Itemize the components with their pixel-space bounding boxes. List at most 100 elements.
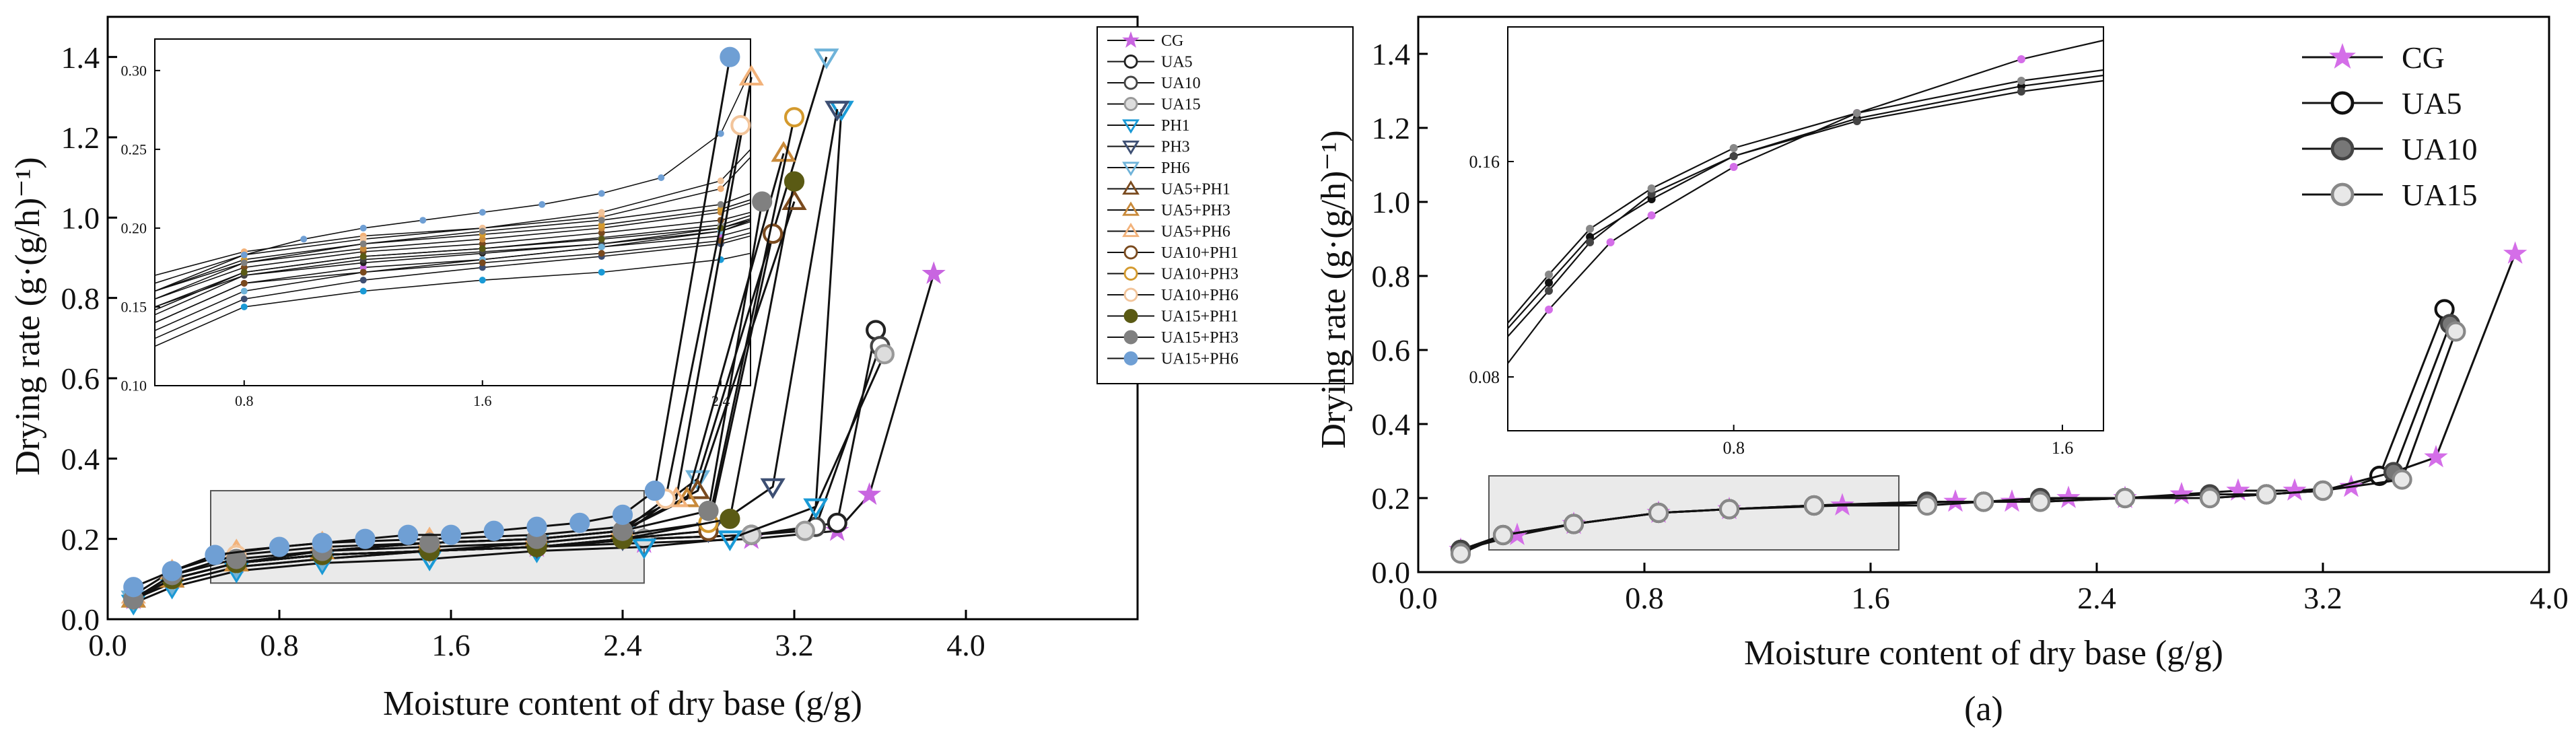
left-point-ua15-ph6 xyxy=(612,504,633,525)
right-y-axis-label: Drying rate (g·(g/h)⁻¹) xyxy=(1315,130,1353,448)
left-legend-marker-ua15-ph1 xyxy=(1123,309,1138,323)
right-y-tick-label: 1.4 xyxy=(1372,37,1411,71)
right-point-ua15 xyxy=(1973,491,1994,512)
left-legend-item-ua15-ph3: UA15+PH3 xyxy=(1107,329,1239,347)
left-y-axis-label: Drying rate (g·(g/h)⁻¹) xyxy=(9,157,47,475)
left-series-ua15-ph6 xyxy=(123,46,740,598)
left-legend-label: PH1 xyxy=(1161,117,1190,135)
left-point-ph6 xyxy=(814,48,839,69)
left-inset-point-ua15-ph6 xyxy=(598,190,605,197)
left-legend: CG UA5 UA10 UA15 PH1 PH3 PH6 UA5+PH1 UA5+PH3 UA5+… xyxy=(1096,26,1354,384)
right-inset-point-cg xyxy=(1545,306,1554,314)
left-legend-label: UA10+PH1 xyxy=(1161,244,1239,262)
right-inset-point-ua10 xyxy=(1586,238,1595,246)
right-point-ua15 xyxy=(1648,502,1669,524)
right-legend-marker-cg xyxy=(2329,43,2356,69)
left-legend-item-ua15: UA15 xyxy=(1107,96,1201,114)
left-point-ua15-ph3 xyxy=(226,549,247,569)
left-inset-point-ua5-ph3 xyxy=(479,236,486,243)
right-x-tick-label: 4.0 xyxy=(2530,581,2569,615)
right-y-tick-label: 0.0 xyxy=(1372,555,1411,590)
left-point-ua5 xyxy=(827,512,847,533)
right-point-cg xyxy=(2169,482,2194,505)
left-inset-point-ph3 xyxy=(479,264,486,271)
left-inset-point-ua15-ph6 xyxy=(538,201,546,208)
right-point-cg xyxy=(2056,485,2081,508)
left-point-ph1 xyxy=(631,538,657,559)
left-inset-point-ua10-ph3 xyxy=(598,221,605,229)
left-legend-marker-ua15-ph3 xyxy=(1123,330,1138,345)
right-x-tick-label: 1.6 xyxy=(1851,581,1890,615)
left-legend-label: UA5+PH6 xyxy=(1161,223,1230,241)
left-inset-point-ph1 xyxy=(479,277,486,284)
right-x-tick-label: 0.0 xyxy=(1399,581,1438,615)
left-x-tick-label: 3.2 xyxy=(775,628,814,662)
left-inset-point-ph6 xyxy=(240,287,248,295)
left-point-ua15-ph6 xyxy=(644,480,665,501)
left-legend-label: UA15+PH3 xyxy=(1161,329,1239,347)
right-inset-point-ua15 xyxy=(1545,271,1554,279)
left-inset-point-ua15-ph1 xyxy=(479,245,486,252)
right-legend-label: UA5 xyxy=(2402,86,2462,120)
left-point-ua15 xyxy=(794,520,816,541)
left-legend-marker-ua10-ph1 xyxy=(1123,245,1138,260)
right-inset-chart: 0.8 1.6 0.08 0.16 xyxy=(1469,26,2104,458)
left-chart: 0.8 1.6 2.4 0.10 0.15 0.20 0.25 0.30 CG UA5 UA10 U… xyxy=(9,15,1354,723)
right-y-tick-label: 1.0 xyxy=(1372,185,1411,219)
left-inset-point-ua5-ph1 xyxy=(479,240,486,248)
left-legend-label: UA5+PH3 xyxy=(1161,202,1230,219)
left-inset-point-ua10-ph1 xyxy=(240,279,248,287)
left-inset-point-ph3 xyxy=(359,277,367,284)
left-inset-point-ua15-ph6 xyxy=(658,174,665,181)
right-inset-series-ua15 xyxy=(1507,69,2104,324)
left-legend-marker-ua15 xyxy=(1123,97,1138,111)
right-legend-label: CG xyxy=(2402,40,2445,75)
left-inset-point-ua5-ph6 xyxy=(717,185,724,192)
right-point-ua15 xyxy=(2445,321,2466,342)
left-legend-marker-ua10 xyxy=(1123,75,1138,90)
left-legend-marker-ph6 xyxy=(1122,162,1140,176)
right-point-ua15 xyxy=(2199,487,2221,509)
right-series-ua15 xyxy=(1450,321,2466,564)
left-legend-marker-ua5 xyxy=(1123,55,1138,69)
left-inset-y-tick-label: 0.15 xyxy=(121,299,147,316)
left-legend-label: PH3 xyxy=(1161,139,1190,156)
left-legend-item-ua10-ph1: UA10+PH1 xyxy=(1107,244,1239,262)
right-y-tick-label: 0.8 xyxy=(1372,259,1411,293)
left-legend-item-ua5-ph6: UA5+PH6 xyxy=(1107,222,1230,241)
right-x-tick-label: 0.8 xyxy=(1625,581,1664,615)
left-point-ua15-ph3 xyxy=(419,532,440,553)
left-legend-label: UA15+PH6 xyxy=(1161,351,1239,368)
left-inset-point-ph3 xyxy=(240,295,248,303)
left-point-ua5-ph1 xyxy=(781,189,807,210)
left-inset-chart: 0.8 1.6 2.40.100.150.200.250.30 xyxy=(121,38,751,409)
left-y-tick-label: 0.6 xyxy=(61,361,100,396)
left-inset-point-ua5-ph3 xyxy=(359,245,367,252)
right-inset-point-cg xyxy=(2017,55,2025,63)
right-point-cg xyxy=(2283,478,2307,501)
right-inset-series-line-ua5 xyxy=(1507,74,2104,329)
right-legend-label: UA10 xyxy=(2402,132,2477,166)
right-inset-point-ua15 xyxy=(1647,184,1656,192)
right-legend-item-cg: CG xyxy=(2302,40,2445,75)
right-point-ua15 xyxy=(1450,543,1471,564)
right-x-tick-label: 3.2 xyxy=(2303,581,2342,615)
left-legend-item-ua5-ph3: UA5+PH3 xyxy=(1107,201,1230,219)
left-point-ua15-ph6 xyxy=(269,536,290,557)
right-point-ua15 xyxy=(1492,524,1514,546)
right-point-ua15 xyxy=(1916,495,1938,516)
right-inset-point-ua10 xyxy=(1545,287,1554,295)
left-inset-point-ua15-ph1 xyxy=(598,236,605,243)
right-point-cg xyxy=(2424,445,2448,468)
right-zoom-region xyxy=(1488,475,1900,551)
left-legend-item-ua10-ph3: UA10+PH3 xyxy=(1107,266,1239,283)
left-point-ua15-ph1 xyxy=(720,508,740,529)
left-legend-item-ua10: UA10 xyxy=(1107,75,1201,92)
left-point-ua10-ph1 xyxy=(763,223,784,244)
left-legend-marker-ua10-ph3 xyxy=(1123,267,1138,281)
right-highlight-box xyxy=(1488,475,1900,551)
left-y-tick-label: 1.0 xyxy=(61,201,100,235)
left-x-tick-label: 0.8 xyxy=(260,628,299,662)
left-inset-y-tick-label: 0.30 xyxy=(121,63,147,79)
